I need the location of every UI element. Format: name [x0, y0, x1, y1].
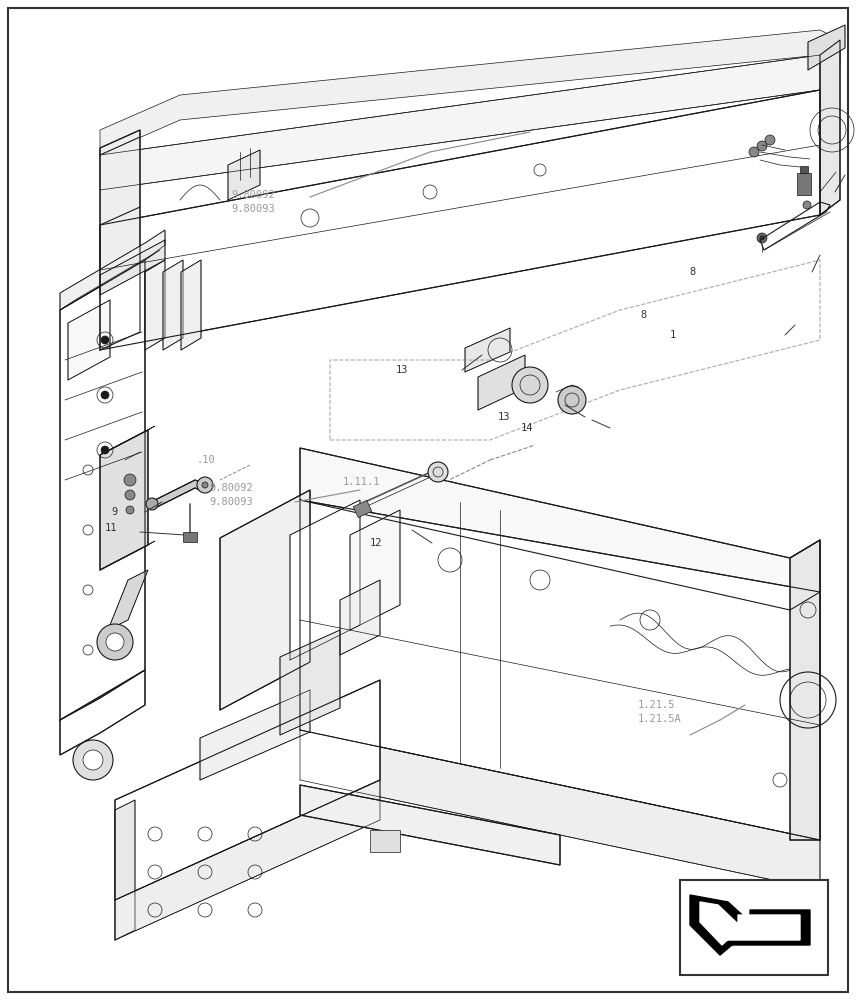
Circle shape — [83, 750, 103, 770]
Circle shape — [202, 482, 208, 488]
Polygon shape — [220, 490, 310, 710]
Polygon shape — [300, 500, 820, 840]
Polygon shape — [155, 480, 200, 508]
Polygon shape — [115, 680, 380, 900]
Bar — [354, 500, 372, 518]
Polygon shape — [465, 328, 510, 372]
Polygon shape — [68, 300, 110, 380]
Text: 9.80092: 9.80092 — [210, 483, 253, 493]
Polygon shape — [145, 260, 165, 350]
Polygon shape — [690, 895, 810, 955]
Polygon shape — [163, 260, 183, 350]
Polygon shape — [300, 785, 560, 865]
Bar — [370, 830, 400, 852]
Polygon shape — [108, 570, 148, 630]
Text: 1.21.5A: 1.21.5A — [638, 714, 681, 724]
Text: 1.11.1: 1.11.1 — [342, 477, 380, 487]
Polygon shape — [100, 541, 155, 570]
Polygon shape — [300, 448, 820, 610]
Polygon shape — [100, 430, 148, 570]
Text: 13: 13 — [395, 365, 408, 375]
Text: 1: 1 — [669, 330, 675, 340]
Polygon shape — [200, 690, 310, 780]
Circle shape — [146, 498, 158, 510]
Circle shape — [106, 633, 124, 651]
Polygon shape — [115, 780, 380, 940]
Text: 14: 14 — [520, 423, 533, 433]
Polygon shape — [790, 540, 820, 840]
Circle shape — [73, 740, 113, 780]
Text: 1.21.5: 1.21.5 — [638, 700, 675, 710]
Circle shape — [749, 147, 759, 157]
Circle shape — [558, 386, 586, 414]
Polygon shape — [60, 250, 160, 310]
Text: 13: 13 — [498, 412, 511, 422]
Text: 12: 12 — [370, 538, 383, 548]
Polygon shape — [290, 500, 360, 660]
Polygon shape — [700, 902, 800, 945]
Polygon shape — [100, 130, 140, 350]
Bar — [800, 166, 808, 173]
Polygon shape — [115, 800, 135, 940]
Text: 8: 8 — [640, 310, 646, 320]
Circle shape — [197, 477, 213, 493]
Bar — [680, 880, 828, 975]
Circle shape — [126, 506, 134, 514]
Polygon shape — [60, 260, 145, 720]
Polygon shape — [478, 355, 525, 410]
Circle shape — [757, 233, 767, 243]
Polygon shape — [100, 240, 165, 295]
Circle shape — [101, 391, 109, 399]
Text: .10: .10 — [197, 455, 216, 465]
Text: 9.80092: 9.80092 — [231, 190, 275, 200]
Polygon shape — [100, 30, 840, 155]
Circle shape — [428, 462, 448, 482]
Polygon shape — [100, 90, 820, 350]
Polygon shape — [300, 730, 820, 890]
Circle shape — [101, 446, 109, 454]
Text: 9: 9 — [111, 507, 117, 517]
Polygon shape — [181, 260, 201, 350]
Text: 9.80093: 9.80093 — [210, 497, 253, 507]
Polygon shape — [350, 510, 400, 630]
Polygon shape — [808, 25, 845, 70]
Circle shape — [803, 201, 811, 209]
Circle shape — [760, 236, 764, 240]
Circle shape — [757, 141, 767, 151]
Polygon shape — [340, 580, 380, 655]
Polygon shape — [100, 426, 155, 455]
Polygon shape — [820, 40, 840, 215]
Polygon shape — [60, 230, 165, 310]
Circle shape — [124, 474, 136, 486]
Polygon shape — [60, 670, 145, 755]
Circle shape — [765, 135, 775, 145]
Circle shape — [97, 624, 133, 660]
Circle shape — [512, 367, 548, 403]
Text: 8: 8 — [689, 267, 695, 277]
Polygon shape — [228, 150, 260, 200]
Circle shape — [125, 490, 135, 500]
Polygon shape — [100, 55, 820, 190]
Bar — [797, 173, 811, 195]
Text: 11: 11 — [104, 523, 117, 533]
Circle shape — [101, 336, 109, 344]
Polygon shape — [280, 630, 340, 735]
Text: 9.80093: 9.80093 — [231, 204, 275, 214]
Bar — [183, 532, 197, 542]
